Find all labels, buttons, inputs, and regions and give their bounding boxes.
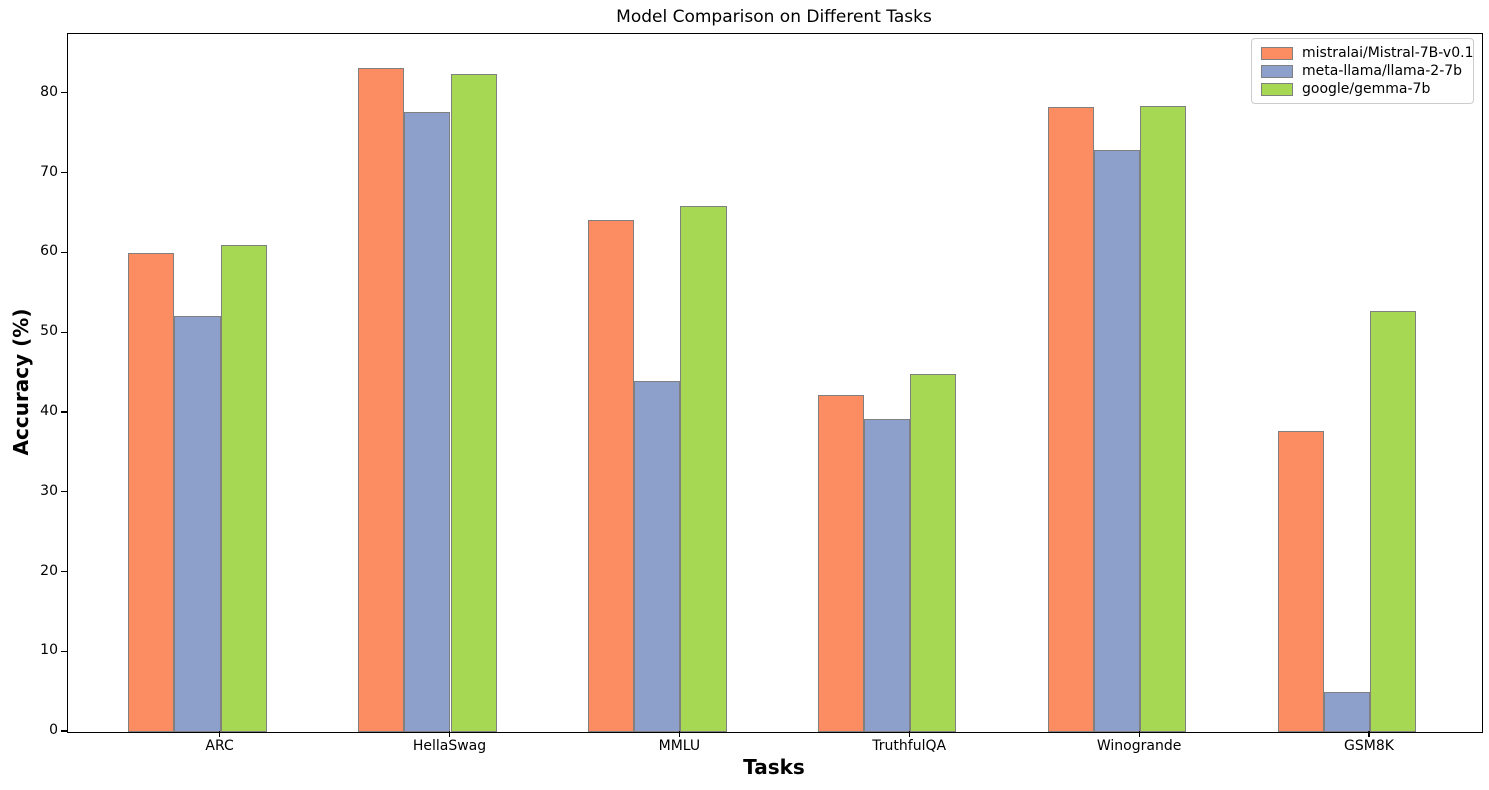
legend-swatch — [1261, 82, 1293, 96]
legend: mistralai/Mistral-7B-v0.1 meta-llama/llam… — [1251, 38, 1474, 104]
bar — [1093, 149, 1141, 732]
x-tick-label: TruthfulQA — [872, 738, 947, 754]
bar — [817, 395, 864, 732]
y-tick-mark — [61, 411, 67, 413]
legend-item-label: mistralai/Mistral-7B-v0.1 — [1302, 45, 1474, 61]
bar — [1047, 106, 1094, 732]
bar — [910, 373, 957, 732]
x-tick-mark — [1138, 731, 1140, 737]
x-tick-label: Winogrande — [1096, 738, 1182, 754]
bar — [680, 205, 727, 732]
y-tick-label: 60 — [40, 243, 58, 260]
x-tick-mark — [908, 731, 910, 737]
y-tick-label: 10 — [40, 642, 58, 659]
x-axis-label: Tasks — [743, 755, 805, 779]
legend-swatch — [1261, 64, 1293, 78]
y-tick-mark — [61, 331, 67, 333]
legend-item-label: google/gemma-7b — [1302, 81, 1431, 97]
bar — [404, 112, 451, 732]
x-tick-label: MMLU — [658, 738, 701, 754]
bar — [128, 253, 175, 732]
x-tick-mark — [1368, 731, 1370, 737]
bar — [358, 67, 405, 732]
x-tick-mark — [218, 731, 221, 737]
y-tick-label: 30 — [40, 482, 58, 499]
y-tick-label: 40 — [40, 402, 58, 419]
bar — [220, 244, 267, 732]
y-tick-mark — [61, 172, 67, 174]
bar — [588, 219, 635, 732]
y-tick-mark — [61, 491, 67, 493]
y-tick-label: 20 — [40, 562, 58, 579]
y-tick-label: 80 — [40, 83, 58, 100]
plot-area — [67, 33, 1483, 733]
legend-item: meta-llama/llama-2-7b — [1261, 63, 1464, 79]
bar — [1323, 692, 1370, 732]
y-tick-mark — [61, 92, 67, 94]
y-tick-label: 0 — [49, 722, 58, 738]
x-tick-mark — [448, 731, 451, 737]
legend-item: mistralai/Mistral-7B-v0.1 — [1261, 45, 1474, 61]
x-tick-label: HellaSwag — [412, 738, 487, 754]
y-tick-mark — [61, 570, 67, 573]
x-tick-label: ARC — [205, 738, 234, 754]
bar — [1370, 310, 1417, 732]
legend-item: google/gemma-7b — [1261, 81, 1464, 97]
bar — [634, 381, 681, 732]
y-tick-label: 50 — [40, 323, 58, 340]
legend-swatch — [1261, 46, 1293, 60]
y-tick-label: 70 — [40, 163, 58, 180]
y-tick-mark — [61, 650, 67, 652]
legend-item-label: meta-llama/llama-2-7b — [1302, 63, 1463, 79]
x-tick-label: GSM8K — [1344, 738, 1394, 754]
bar — [864, 418, 911, 732]
y-tick-mark — [61, 251, 67, 253]
bar — [1277, 430, 1324, 732]
bar — [174, 316, 221, 732]
y-tick-mark — [61, 730, 67, 732]
bar — [1140, 105, 1187, 732]
bar — [450, 73, 497, 732]
x-tick-mark — [678, 731, 680, 737]
chart-title: Model Comparison on Different Tasks — [616, 7, 932, 27]
